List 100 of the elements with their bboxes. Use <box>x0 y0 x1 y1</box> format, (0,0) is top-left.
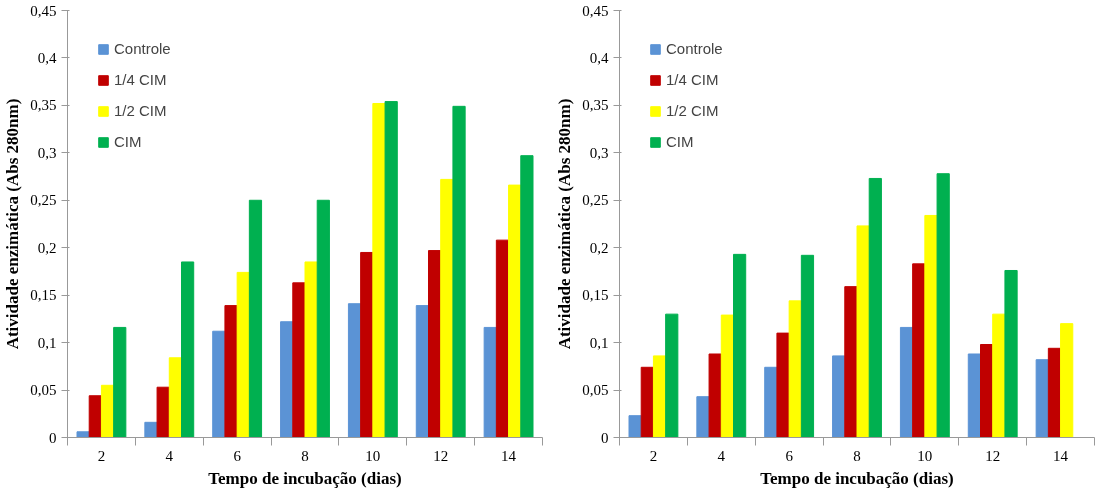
y-tick-label: 0,25 <box>30 192 57 209</box>
y-tick-label: 0,45 <box>30 2 57 19</box>
bar <box>304 261 318 438</box>
bar <box>224 305 238 438</box>
bar <box>856 225 870 438</box>
bar <box>483 326 497 438</box>
bar <box>280 321 294 438</box>
bar <box>1004 270 1018 438</box>
bar <box>1035 359 1049 438</box>
y-tick-label: 0,3 <box>589 144 609 161</box>
x-tick-label: 4 <box>165 447 174 464</box>
bar <box>508 184 522 438</box>
legend-label: CIM <box>666 133 694 150</box>
bar <box>640 366 654 438</box>
legend-label: 1/4 CIM <box>666 71 719 88</box>
bar <box>899 326 914 438</box>
x-tick-label: 14 <box>501 447 517 464</box>
y-tick-label: 0,05 <box>582 382 609 399</box>
bar <box>372 102 386 438</box>
bar <box>168 357 182 438</box>
x-axis-title: Tempo de incubação (dias) <box>208 468 402 488</box>
x-tick-label: 4 <box>717 447 726 464</box>
bar <box>628 415 642 438</box>
bar <box>844 286 858 438</box>
bar <box>832 355 846 438</box>
bar <box>868 177 882 438</box>
y-tick-label: 0,2 <box>589 239 609 256</box>
y-tick-label: 0,1 <box>589 334 609 351</box>
bar <box>100 384 115 438</box>
bar <box>156 386 170 438</box>
x-tick-label: 6 <box>233 447 242 464</box>
y-tick-label: 0,15 <box>30 287 57 304</box>
y-tick-label: 0,1 <box>37 334 57 351</box>
x-tick-label: 2 <box>97 447 106 464</box>
x-tick-label: 6 <box>785 447 794 464</box>
bar <box>520 155 534 438</box>
bar <box>316 199 330 438</box>
bar <box>1047 347 1062 438</box>
y-tick-label: 0,2 <box>37 239 57 256</box>
y-tick-label: 0,35 <box>30 97 57 114</box>
bar <box>1060 323 1074 438</box>
bar <box>415 305 429 438</box>
y-tick-label: 0,05 <box>30 382 57 399</box>
bar <box>76 431 90 438</box>
bar <box>495 239 510 438</box>
y-tick-label: 0,25 <box>582 192 609 209</box>
x-tick-label: 10 <box>917 447 933 464</box>
bar <box>292 282 306 438</box>
bar <box>248 199 263 438</box>
bar <box>733 253 747 438</box>
bar <box>912 263 926 438</box>
x-tick-label: 12 <box>985 447 1001 464</box>
x-tick-label: 14 <box>1053 447 1069 464</box>
bar <box>776 332 790 438</box>
legend-label: Controle <box>114 40 171 57</box>
y-tick-label: 0,4 <box>589 49 609 66</box>
bar <box>236 271 250 438</box>
x-tick-label: 8 <box>853 447 861 464</box>
bar <box>696 396 710 438</box>
bar <box>440 178 454 438</box>
bar <box>764 366 778 438</box>
bar <box>452 105 466 438</box>
y-tick-label: 0,35 <box>582 97 609 114</box>
x-axis-title: Tempo de incubação (dias) <box>760 468 954 488</box>
bar <box>800 254 815 438</box>
bar <box>924 214 938 438</box>
legend-label: 1/2 CIM <box>666 102 719 119</box>
y-tick-label: 0,4 <box>37 49 57 66</box>
bar <box>665 313 679 438</box>
bar <box>720 314 734 438</box>
legend-label: CIM <box>114 133 142 150</box>
bar <box>652 355 667 438</box>
y-axis-title: Atividade enzimática (Abs 280nm) <box>555 98 575 350</box>
y-tick-label: 0,15 <box>582 287 609 304</box>
bar <box>113 326 127 438</box>
x-tick-label: 8 <box>301 447 309 464</box>
y-axis-title: Atividade enzimática (Abs 280nm) <box>3 98 23 350</box>
bar <box>936 173 950 438</box>
legend-label: 1/4 CIM <box>114 71 167 88</box>
y-tick-label: 0,45 <box>582 2 609 19</box>
x-tick-label: 10 <box>365 447 381 464</box>
bar <box>212 330 226 438</box>
legend-label: 1/2 CIM <box>114 102 167 119</box>
bar <box>708 353 722 438</box>
bar <box>384 101 398 438</box>
bar <box>980 344 994 438</box>
bar <box>360 251 374 438</box>
x-tick-label: 12 <box>433 447 449 464</box>
y-tick-label: 0,3 <box>37 144 57 161</box>
legend-label: Controle <box>666 40 723 57</box>
bar <box>967 353 981 438</box>
bar <box>347 303 362 438</box>
y-tick-label: 0 <box>49 429 57 446</box>
bar <box>88 395 102 438</box>
y-tick-label: 0 <box>601 429 609 446</box>
bar <box>992 313 1006 438</box>
bar <box>181 261 195 438</box>
x-tick-label: 2 <box>649 447 658 464</box>
bar <box>788 300 802 438</box>
bar <box>428 250 442 438</box>
